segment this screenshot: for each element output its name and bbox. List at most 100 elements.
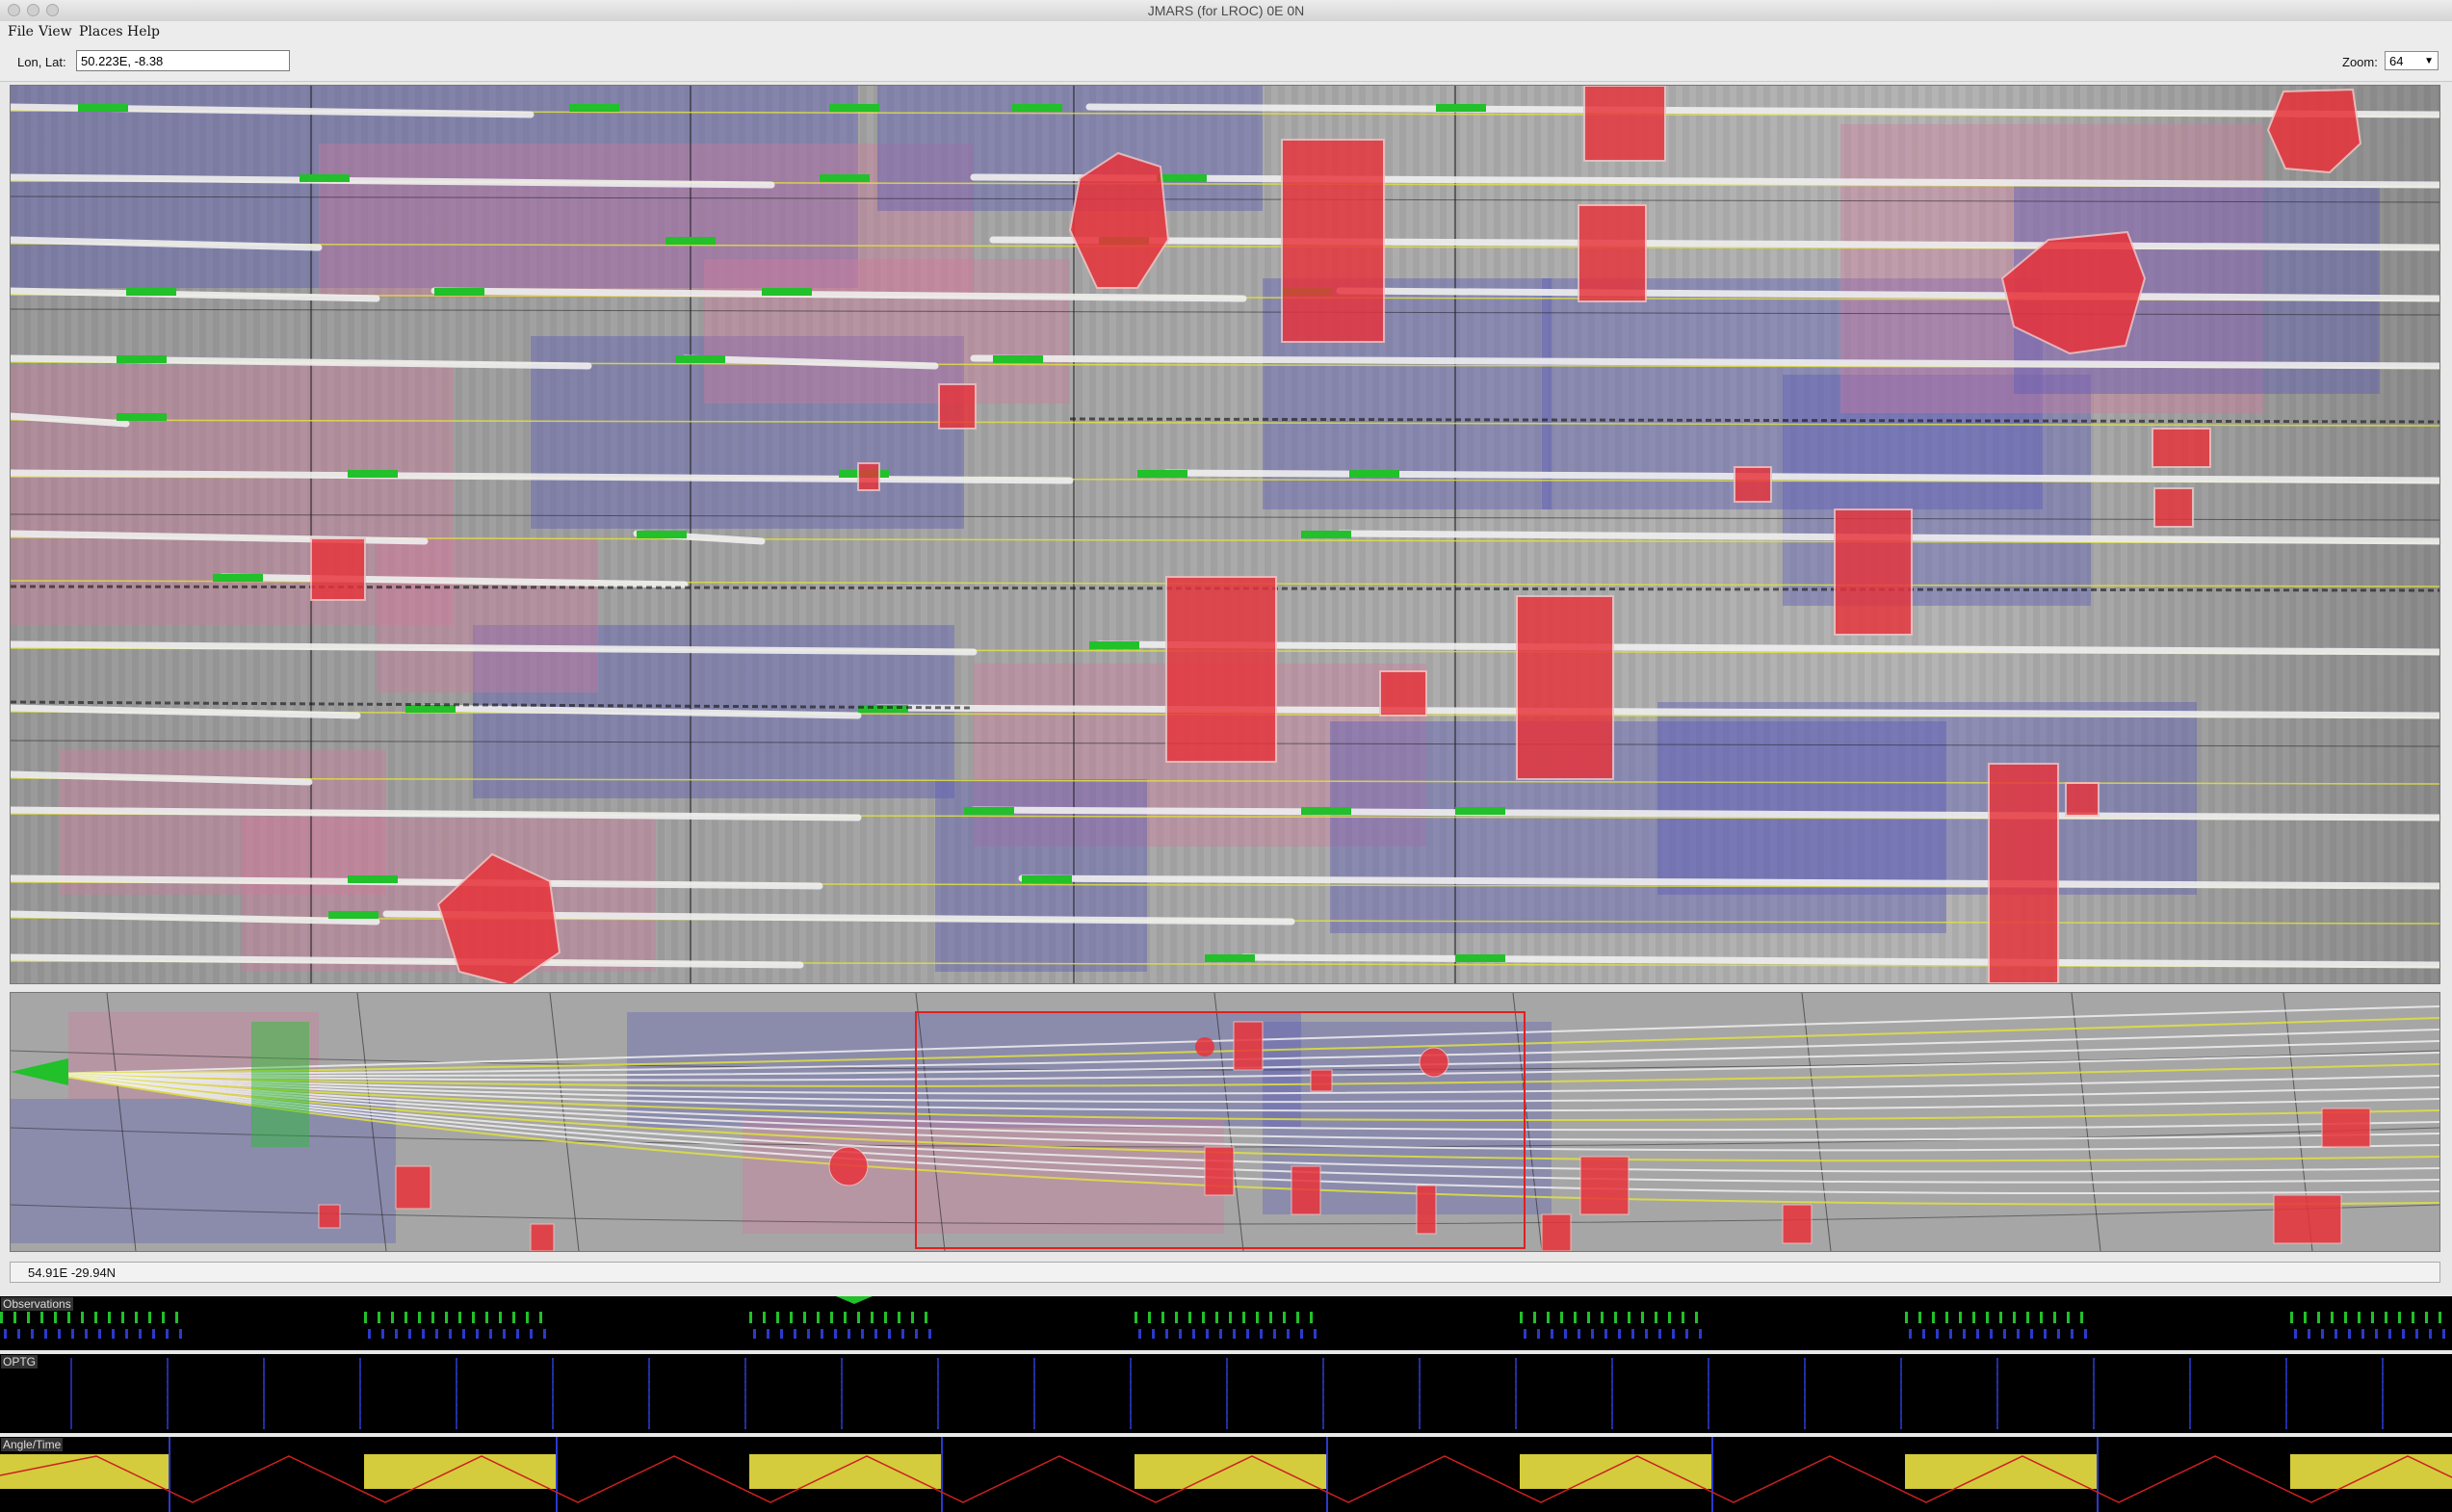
orbit-white-segment: [11, 704, 361, 719]
observation-tick: [364, 1312, 367, 1323]
orbit-white-segment: [11, 770, 313, 786]
overview-longitude: [1213, 993, 1244, 1251]
observation-tick: [1135, 1312, 1137, 1323]
overview-orbit: [48, 1073, 2439, 1195]
lonlat-input[interactable]: [76, 50, 290, 71]
observation-tick: [2415, 1329, 2418, 1339]
latitude-line: [11, 196, 2439, 203]
current-time-marker: [836, 1296, 873, 1304]
observation-tick: [1537, 1329, 1540, 1339]
image-footprint: [310, 537, 366, 601]
observation-tick: [516, 1329, 519, 1339]
menu-help[interactable]: Help: [127, 24, 160, 39]
observation-tick: [1310, 1312, 1313, 1323]
spacecraft-marker: [11, 1058, 68, 1085]
overview-orbit: [48, 1073, 2439, 1132]
observation-tick: [790, 1312, 793, 1323]
minimize-light[interactable]: [27, 4, 39, 16]
orbit-white-segment: [11, 412, 130, 428]
main-map-view[interactable]: [10, 85, 2440, 984]
sun-angle-window: [364, 1454, 557, 1489]
observation-tick: [1604, 1329, 1607, 1339]
observation-tick: [2084, 1329, 2087, 1339]
overview-orbit: [48, 1017, 2439, 1075]
sun-angle-window: [749, 1454, 942, 1489]
observation-tick: [112, 1329, 115, 1339]
observation-tick: [1909, 1329, 1912, 1339]
overview-map[interactable]: [10, 992, 2440, 1252]
coverage-region: [1542, 278, 2043, 509]
ground-track-marker: [213, 574, 263, 582]
image-footprints: [310, 86, 2362, 983]
observation-tick: [1601, 1312, 1604, 1323]
observation-tick: [17, 1329, 20, 1339]
observations-timeline[interactable]: Observations: [0, 1296, 2452, 1350]
observation-tick: [1999, 1312, 2002, 1323]
overview-footprint: [1419, 1047, 1449, 1078]
optg-timeline[interactable]: OPTG: [0, 1354, 2452, 1433]
observation-tick: [1578, 1329, 1580, 1339]
ground-track-marker: [78, 104, 128, 112]
observation-tick: [121, 1312, 124, 1323]
image-footprint: [2153, 487, 2194, 528]
observation-tick: [94, 1312, 97, 1323]
observation-tick: [1963, 1329, 1966, 1339]
main-map-canvas[interactable]: [11, 86, 2439, 983]
sun-angle-window: [2290, 1454, 2452, 1489]
optg-canvas[interactable]: [0, 1354, 2452, 1433]
observations-canvas[interactable]: [0, 1296, 2452, 1350]
angle-time-timeline[interactable]: Angle/Time: [0, 1437, 2452, 1512]
overview-orbit: [48, 1040, 2439, 1077]
overview-orbit: [48, 1073, 2439, 1152]
ground-track-marker: [328, 911, 378, 919]
menu-file[interactable]: File: [8, 24, 34, 39]
observation-tick: [749, 1312, 752, 1323]
observation-tick: [1932, 1312, 1935, 1323]
ground-track-marker: [993, 355, 1043, 363]
ground-track-marker: [348, 470, 398, 478]
observation-tick: [776, 1312, 779, 1323]
orbit-white-segment: [11, 173, 775, 189]
observation-tick: [1314, 1329, 1317, 1339]
zoom-light[interactable]: [46, 4, 59, 16]
observation-tick: [1206, 1329, 1209, 1339]
observation-tick: [2317, 1312, 2320, 1323]
ground-track-marker: [405, 705, 456, 713]
observation-tick: [1287, 1329, 1290, 1339]
observation-tick: [898, 1312, 900, 1323]
observation-tick: [763, 1312, 766, 1323]
orbit-white-segment: [970, 354, 2439, 370]
observation-tick: [1215, 1312, 1218, 1323]
overview-canvas[interactable]: [11, 993, 2439, 1251]
observation-tick: [2385, 1312, 2387, 1323]
ground-track-marker: [126, 288, 176, 296]
angle-time-canvas[interactable]: [0, 1437, 2452, 1512]
observation-tick: [1533, 1312, 1536, 1323]
overview-footprint: [1233, 1021, 1264, 1071]
observation-tick: [1618, 1329, 1621, 1339]
menu-view[interactable]: View: [39, 24, 72, 39]
observation-tick: [861, 1329, 864, 1339]
orbit-white-segment: [421, 704, 862, 719]
observation-tick: [1990, 1329, 1993, 1339]
observation-tick: [458, 1312, 461, 1323]
observation-tick: [2080, 1312, 2083, 1323]
observation-tick: [1682, 1312, 1684, 1323]
observation-tick: [1922, 1329, 1925, 1339]
overview-footprint: [1310, 1069, 1333, 1092]
close-light[interactable]: [8, 4, 20, 16]
zoom-select[interactable]: 64 ▼: [2385, 51, 2439, 70]
latitude-line: [11, 513, 2439, 521]
overview-footprint: [1579, 1156, 1630, 1215]
menu-places[interactable]: Places: [79, 24, 123, 39]
observation-tick: [148, 1312, 151, 1323]
cursor-coordinates: 54.91E -29.94N: [28, 1265, 117, 1280]
observation-tick: [1256, 1312, 1259, 1323]
ground-track-marker: [1349, 470, 1399, 478]
image-footprint: [1578, 204, 1647, 302]
sun-angle-window: [1905, 1454, 2098, 1489]
ground-track-marker: [1455, 807, 1505, 815]
observation-tick: [794, 1329, 796, 1339]
ground-track-marker: [1301, 807, 1351, 815]
observation-tick: [449, 1329, 452, 1339]
